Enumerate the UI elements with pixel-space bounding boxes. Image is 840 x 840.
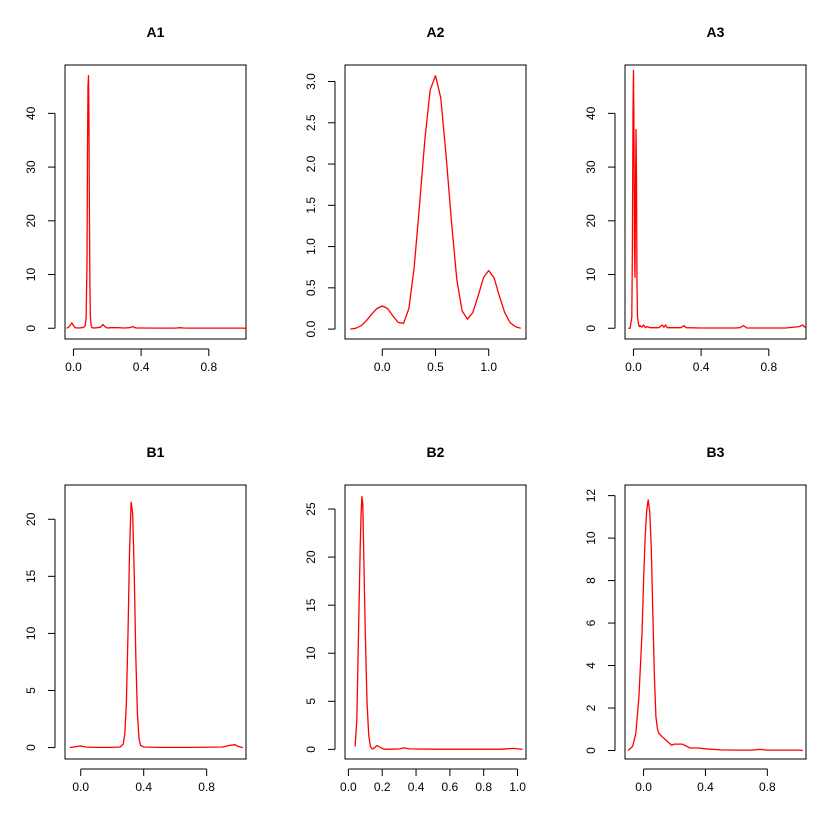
y-tick-label: 10 [24,268,38,282]
x-tick-label: 0.0 [635,780,652,794]
x-tick-label: 1.0 [509,780,526,794]
plot-frame [624,484,807,760]
panel-a2: A2 0.0 0.5 1.0 0.0 0.5 1.0 1.5 2.0 2.5 3.0 [304,24,527,374]
density-line [628,69,807,329]
y-tick-label: 20 [24,214,38,228]
y-tick-label: 1.5 [304,197,318,214]
y-tick-label: 0.5 [304,279,318,296]
y-tick-label: 30 [584,160,598,174]
x-tick-label: 0.0 [72,780,89,794]
y-tick-label: 2 [584,704,598,711]
x-tick-label: 0.4 [697,780,714,794]
y-tick-label: 12 [584,489,598,503]
panel-b3: B3 0.0 0.4 0.8 0 2 4 6 8 10 12 [584,444,807,794]
x-tick-label: 0.0 [65,360,82,374]
x-tick-label: 0.4 [135,780,152,794]
y-tick-label: 0 [304,746,318,753]
x-tick-label: 0.8 [200,360,217,374]
y-tick-label: 2.0 [304,155,318,172]
y-tick-label: 0 [584,747,598,754]
y-tick-label: 6 [584,619,598,626]
x-tick-label: 0.8 [760,360,777,374]
panel-title: B2 [427,444,445,460]
x-tick-label: 1.0 [480,360,497,374]
y-tick-label: 0 [584,325,598,332]
x-tick-label: 0.5 [427,360,444,374]
x-tick-label: 0.4 [408,780,425,794]
panel-title: A3 [707,24,725,40]
x-tick-label: 0.8 [759,780,776,794]
y-tick-label: 0 [24,325,38,332]
plot-frame [64,64,247,340]
plot-frame [344,484,527,760]
y-tick-label: 0 [24,744,38,751]
y-tick-label: 15 [24,569,38,583]
y-tick-label: 20 [584,214,598,228]
y-tick-label: 15 [304,598,318,612]
y-tick-label: 20 [304,550,318,564]
x-tick-label: 0.8 [475,780,492,794]
x-tick-label: 0.4 [133,360,150,374]
density-line [69,501,244,749]
y-tick-label: 10 [584,268,598,282]
panel-title: A1 [147,24,165,40]
panel-title: B1 [147,444,165,460]
y-tick-label: 8 [584,577,598,584]
density-line [627,499,803,752]
panel-b1: B1 0.0 0.4 0.8 0 5 10 15 20 [24,444,247,794]
density-line [66,75,247,329]
y-tick-label: 30 [24,160,38,174]
y-tick-label: 0.0 [304,320,318,337]
panel-a1: A1 0.0 0.4 0.8 0 10 20 30 40 [24,24,247,374]
panel-b2: B2 0.0 0.2 0.4 0.6 0.8 1.0 0 5 10 15 20 25 [304,444,527,794]
x-tick-label: 0.2 [374,780,391,794]
y-tick-label: 1.0 [304,238,318,255]
panel-a3: A3 0.0 0.4 0.8 0 10 20 30 40 [584,24,807,374]
x-tick-label: 0.0 [625,360,642,374]
density-line [350,75,521,330]
x-tick-label: 0.4 [693,360,710,374]
y-tick-label: 25 [304,502,318,516]
x-tick-label: 0.8 [198,780,215,794]
panel-title: A2 [427,24,445,40]
plot-frame [64,484,247,760]
y-tick-label: 5 [24,687,38,694]
y-tick-label: 10 [584,531,598,545]
y-tick-label: 10 [24,626,38,640]
density-line [354,495,523,751]
y-tick-label: 4 [584,662,598,669]
y-tick-label: 40 [24,106,38,120]
plot-frame [624,64,807,340]
y-tick-label: 5 [304,698,318,705]
y-tick-label: 40 [584,106,598,120]
y-tick-label: 2.5 [304,114,318,131]
panel-title: B3 [707,444,725,460]
y-tick-label: 20 [24,512,38,526]
y-tick-label: 10 [304,646,318,660]
x-tick-label: 0.0 [340,780,357,794]
x-tick-label: 0.6 [442,780,459,794]
x-tick-label: 0.0 [374,360,391,374]
plot-frame [344,64,527,340]
y-tick-label: 3.0 [304,73,318,90]
